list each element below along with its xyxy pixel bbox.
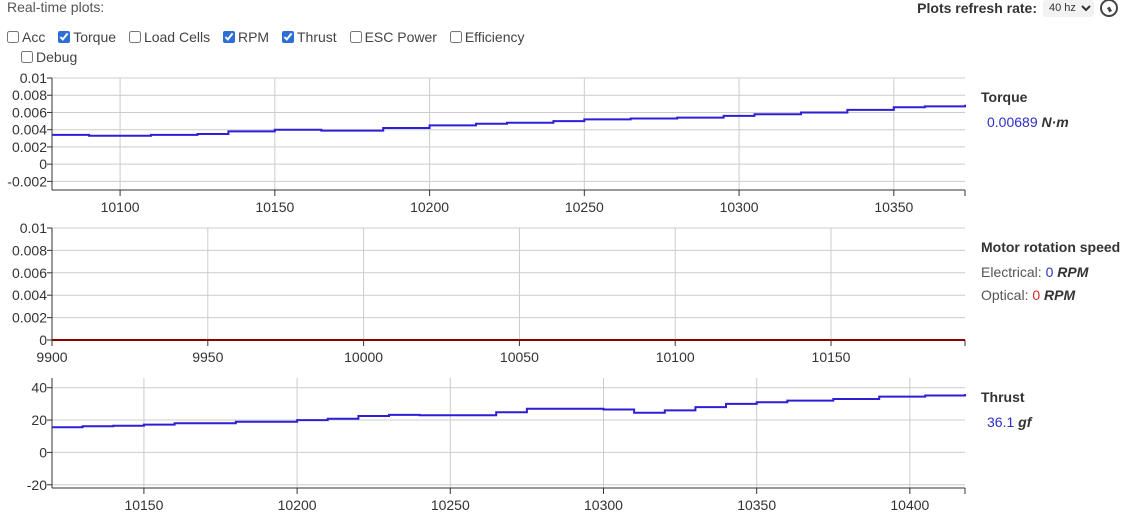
x-tick-label: 9900 (36, 349, 67, 365)
x-tick-label: 10300 (584, 497, 623, 513)
series-line (52, 394, 966, 429)
toggle-label: RPM (237, 29, 270, 45)
x-tick-label: 10200 (278, 497, 317, 513)
y-tick-label: -0.002 (7, 173, 47, 189)
x-tick-label: 10150 (255, 199, 294, 215)
x-tick-label: 10050 (500, 349, 539, 365)
x-tick-label: 10250 (565, 199, 604, 215)
toggle-debug[interactable]: Debug (21, 48, 77, 66)
y-tick-label: 0.01 (20, 220, 47, 236)
optical-unit: RPM (1044, 287, 1076, 303)
x-tick-label: 10100 (656, 349, 695, 365)
toggle-torque[interactable]: Torque (58, 28, 116, 46)
y-tick-label: 40 (31, 380, 47, 396)
y-tick-label: 0 (39, 156, 47, 172)
thrust-checkbox[interactable] (282, 31, 294, 43)
y-tick-label: 0.01 (20, 70, 47, 86)
x-tick-label: 10150 (124, 497, 163, 513)
x-tick-label: 10350 (737, 497, 776, 513)
esc-power-checkbox[interactable] (349, 31, 362, 43)
toggle-esc-power[interactable]: ESC Power (349, 28, 437, 46)
x-tick-label: 10150 (812, 349, 851, 365)
x-tick-label: 10350 (874, 199, 913, 215)
refresh-rate-control: Plots refresh rate: 40 hz (917, 0, 1118, 17)
acc-checkbox[interactable] (7, 31, 19, 43)
y-tick-label: 0.004 (12, 122, 47, 138)
toggle-load-cells[interactable]: Load Cells (128, 28, 211, 46)
rpm-checkbox[interactable] (222, 31, 235, 43)
y-tick-label: 0.006 (12, 104, 47, 120)
x-tick-label: 9950 (192, 349, 223, 365)
rpm-chart: 0 0.002 0.004 0.006 0.008 0.01 9900 9950 10000 10… (12, 220, 966, 365)
y-tick-label: -20 (27, 477, 47, 493)
refresh-rate-label: Plots refresh rate: (917, 0, 1037, 16)
y-tick-label: 0 (39, 332, 47, 348)
x-tick-label: 10200 (410, 199, 449, 215)
torque-legend: Torque 0.00689 N·m (981, 89, 1069, 134)
thrust-unit: gf (1018, 414, 1032, 430)
thrust-chart: -20 0 20 40 10150 10200 10250 10300 10350 10400 (27, 378, 966, 513)
toggle-label: Load Cells (143, 29, 211, 45)
debug-checkbox[interactable] (21, 51, 33, 63)
x-tick-label: 10300 (720, 199, 759, 215)
x-tick-label: 10400 (890, 497, 929, 513)
thrust-value: 36.1 (987, 414, 1015, 430)
optical-label: Optical: (981, 287, 1029, 303)
y-tick-label: 0.002 (12, 139, 47, 155)
toggle-label: Torque (73, 29, 117, 45)
x-tick-label: 10000 (344, 349, 383, 365)
toggle-thrust[interactable]: Thrust (282, 28, 337, 46)
y-tick-label: 0.002 (12, 310, 47, 326)
toggle-efficiency[interactable]: Efficiency (449, 28, 525, 46)
refresh-rate-select[interactable]: 40 hz (1043, 0, 1094, 17)
x-tick-label: 10250 (431, 497, 470, 513)
toggle-rpm[interactable]: RPM (222, 28, 270, 46)
plot-toggles: Acc Torque Load Cells RPM Thrust ESC Pow… (7, 28, 587, 66)
toggle-label: Efficiency (464, 29, 525, 45)
load-cells-checkbox[interactable] (128, 31, 141, 43)
thrust-legend: Thrust 36.1 gf (981, 389, 1031, 434)
y-tick-label: 0.008 (12, 242, 47, 258)
speedometer-icon[interactable] (1100, 0, 1118, 17)
series-line (52, 104, 966, 137)
toggle-label: Thrust (297, 29, 337, 45)
y-tick-label: 0.008 (12, 87, 47, 103)
torque-unit: N·m (1041, 114, 1069, 130)
x-tick-label: 10100 (101, 199, 140, 215)
toggle-label: Acc (22, 29, 46, 45)
electrical-unit: RPM (1057, 264, 1089, 280)
torque-value: 0.00689 (987, 114, 1038, 130)
y-tick-label: 0.004 (12, 287, 47, 303)
page-title: Real-time plots: (7, 0, 105, 15)
optical-value: 0 (1032, 287, 1041, 303)
y-tick-label: 20 (31, 412, 47, 428)
toggle-label: ESC Power (364, 29, 437, 45)
y-tick-label: 0.006 (12, 265, 47, 281)
legend-title: Torque (981, 89, 1028, 105)
legend-title: Thrust (981, 389, 1025, 405)
toggle-label: Debug (36, 49, 78, 65)
y-tick-label: 0 (39, 444, 47, 460)
electrical-value: 0 (1045, 264, 1054, 280)
legend-title: Motor rotation speed (981, 239, 1121, 255)
electrical-label: Electrical: (981, 264, 1042, 280)
toggle-acc[interactable]: Acc (7, 28, 45, 46)
efficiency-checkbox[interactable] (449, 31, 462, 43)
rpm-legend: Motor rotation speed Electrical: 0 RPM O… (981, 239, 1120, 307)
torque-checkbox[interactable] (58, 31, 71, 43)
